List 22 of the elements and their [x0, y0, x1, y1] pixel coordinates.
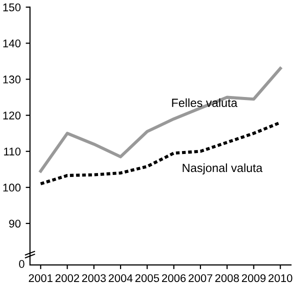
y-tick-label: 90: [9, 220, 21, 228]
x-tick-label: 2010: [268, 274, 292, 282]
x-tick-label: 2001: [28, 274, 52, 282]
series-label: Felles valuta: [172, 98, 238, 108]
x-tick-label: 2009: [242, 274, 266, 282]
line-series: [39, 120, 282, 186]
x-tick-label: 2007: [188, 274, 212, 282]
x-tick-label: 2002: [55, 274, 80, 282]
x-tick-label: 2006: [162, 274, 186, 282]
line-series: [39, 66, 282, 173]
x-tick-label: 2003: [82, 274, 106, 282]
y-tick-label: 110: [4, 148, 21, 156]
y-tick-label: 140: [3, 39, 21, 48]
x-tick-label: 2008: [215, 274, 239, 282]
y-tick-label: 120: [3, 112, 21, 120]
text: 0: [19, 260, 24, 268]
y-tick-label: 130: [3, 76, 21, 84]
x-tick-label: 2005: [135, 274, 160, 282]
x-tick-label: 2004: [108, 274, 133, 282]
series-label: Nasjonal valuta: [182, 163, 263, 174]
y-tick-label: 100: [3, 184, 21, 192]
y-tick-label: 150: [3, 3, 21, 12]
